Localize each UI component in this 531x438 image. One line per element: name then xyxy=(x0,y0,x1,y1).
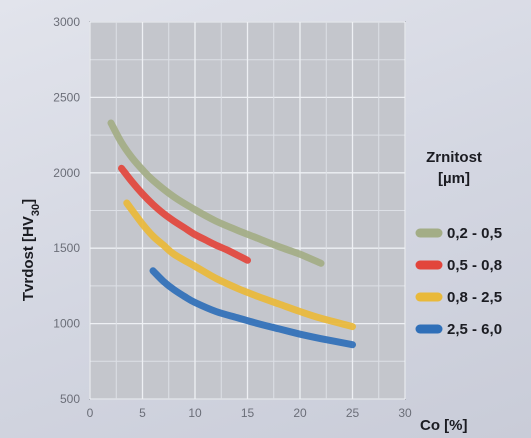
x-tick-label: 25 xyxy=(346,406,360,420)
y-tick-label: 2000 xyxy=(53,166,80,180)
legend-title-unit: [µm] xyxy=(438,170,470,187)
series-line-4 xyxy=(149,267,356,349)
x-tick-label: 10 xyxy=(188,406,202,420)
legend: 0,2 - 0,5 0,5 - 0,8 0,8 - 2,5 2,5 - 6,0 xyxy=(415,225,502,338)
x-tick-label: 5 xyxy=(139,406,146,420)
y-axis-title-suffix: ] xyxy=(20,199,37,204)
y-tick-label: 500 xyxy=(60,392,80,406)
x-axis-title: Co [%] xyxy=(420,417,468,434)
series-line-2 xyxy=(118,164,251,264)
x-tick-label: 15 xyxy=(241,406,255,420)
legend-label-1: 0,2 - 0,5 xyxy=(447,225,502,242)
y-tick-label: 1500 xyxy=(53,241,80,255)
legend-label-4: 2,5 - 6,0 xyxy=(447,321,502,338)
series-line-3 xyxy=(123,199,356,331)
y-axis-title: Tvrdost [HV30] xyxy=(20,199,42,301)
y-tick-label: 3000 xyxy=(53,15,80,29)
legend-title: Zrnitost xyxy=(426,149,482,166)
y-tick-label: 1000 xyxy=(53,317,80,331)
y-axis-title-main: Tvrdost [HV xyxy=(20,216,37,301)
series-line-1 xyxy=(107,119,325,267)
legend-label-3: 0,8 - 2,5 xyxy=(447,289,502,306)
legend-label-2: 0,5 - 0,8 xyxy=(447,257,502,274)
x-tick-label: 20 xyxy=(293,406,307,420)
x-tick-label: 0 xyxy=(87,406,94,420)
x-tick-label: 30 xyxy=(398,406,412,420)
y-tick-label: 2500 xyxy=(53,90,80,104)
y-axis-title-subscript: 30 xyxy=(30,204,42,216)
